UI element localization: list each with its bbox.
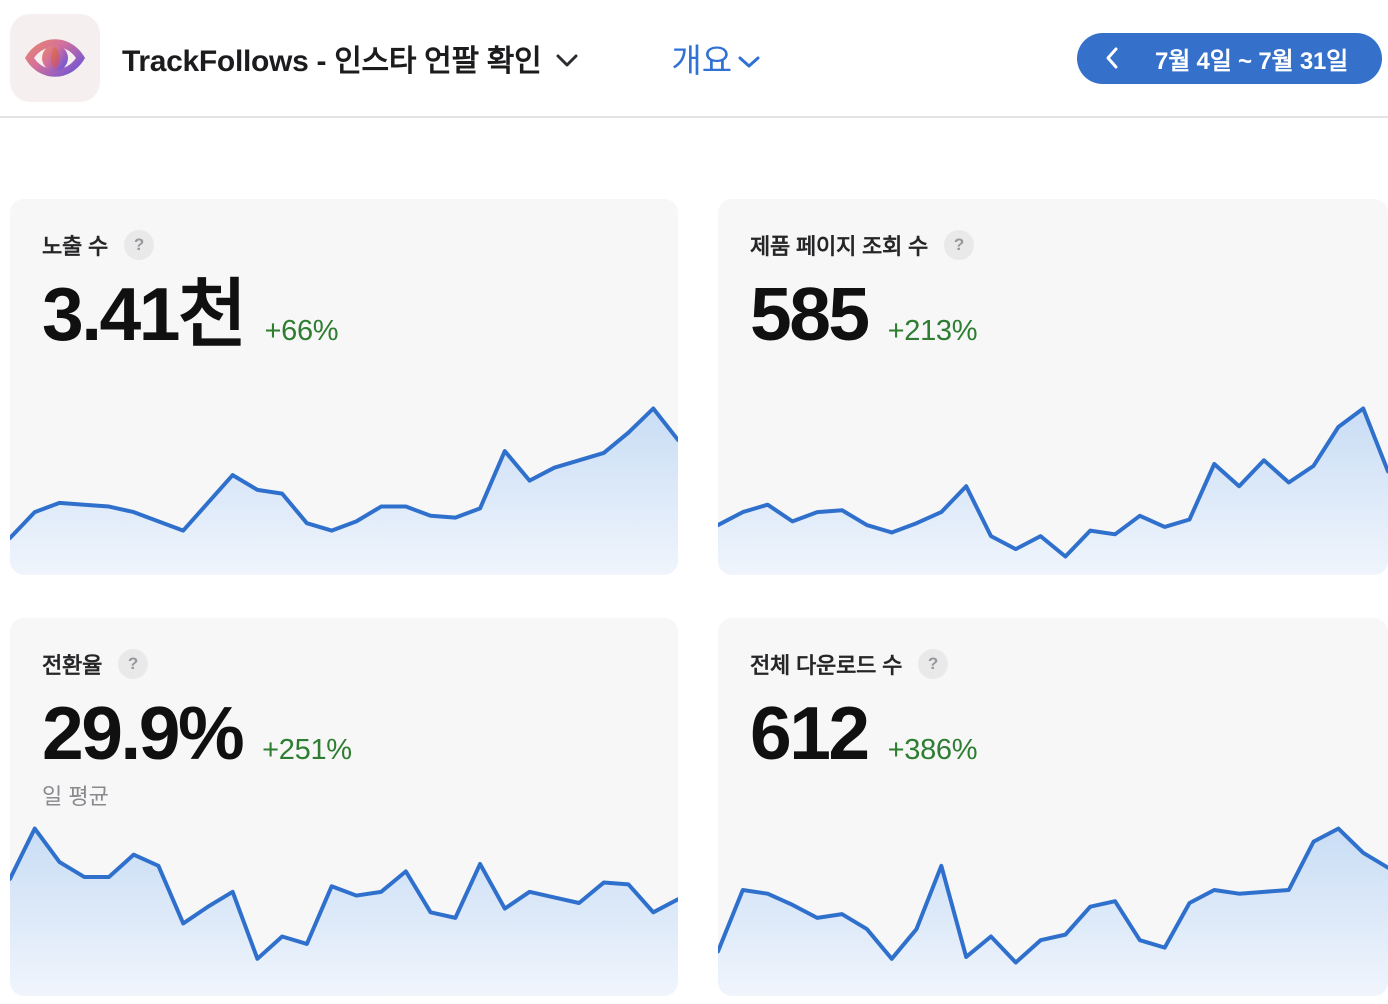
- eye-logo-icon: [25, 39, 85, 77]
- card-impressions[interactable]: 노출 수 ? 3.41천 +66%: [10, 199, 678, 575]
- card-conversion-rate[interactable]: 전환율 ? 29.9% +251% 일 평균: [10, 618, 678, 996]
- metric-delta: +66%: [264, 315, 339, 347]
- card-product-page-views[interactable]: 제품 페이지 조회 수 ? 585 +213%: [718, 199, 1388, 575]
- help-icon[interactable]: ?: [124, 230, 155, 260]
- chevron-left-icon: [1105, 46, 1119, 70]
- metric-value: 29.9%: [42, 691, 245, 775]
- date-range-button[interactable]: 7월 4일 ~ 7월 31일: [1077, 32, 1382, 84]
- section-selector-label: 개요: [671, 42, 733, 79]
- date-range-label: 7월 4일 ~ 7월 31일: [1155, 47, 1348, 75]
- sparkline-chart: [718, 810, 1388, 996]
- metric-label: 전체 다운로드 수: [750, 653, 903, 678]
- help-icon[interactable]: ?: [944, 230, 975, 260]
- metric-label: 제품 페이지 조회 수: [750, 234, 929, 259]
- metric-label: 전환율: [42, 653, 103, 678]
- app-icon: [10, 14, 100, 102]
- sparkline-chart: [718, 390, 1388, 575]
- card-total-downloads[interactable]: 전체 다운로드 수 ? 612 +386%: [718, 618, 1388, 996]
- header: TrackFollows - 인스타 언팔 확인 개요 7월 4일 ~ 7월 3…: [0, 0, 1388, 118]
- metrics-grid: 노출 수 ? 3.41천 +66% 제품 페이지 조회 수 ? 585 +213…: [10, 199, 1388, 996]
- chevron-down-icon: [738, 56, 760, 67]
- sparkline-chart: [10, 810, 678, 996]
- app-title: TrackFollows - 인스타 언팔 확인: [122, 45, 542, 78]
- metric-label: 노출 수: [42, 234, 109, 259]
- chevron-down-icon: [556, 54, 578, 67]
- help-icon[interactable]: ?: [118, 649, 149, 679]
- sparkline-chart: [10, 390, 678, 575]
- metric-value: 3.41천: [42, 272, 247, 356]
- metric-value: 612: [750, 691, 870, 775]
- metric-value: 585: [750, 272, 870, 356]
- metric-subtitle: 일 평균: [42, 783, 109, 809]
- app-title-dropdown[interactable]: TrackFollows - 인스타 언팔 확인: [122, 36, 579, 80]
- metric-delta: +213%: [887, 315, 978, 347]
- section-selector-overview[interactable]: 개요: [671, 34, 760, 82]
- metric-delta: +251%: [262, 734, 352, 766]
- help-icon[interactable]: ?: [918, 649, 949, 679]
- metric-delta: +386%: [887, 734, 978, 766]
